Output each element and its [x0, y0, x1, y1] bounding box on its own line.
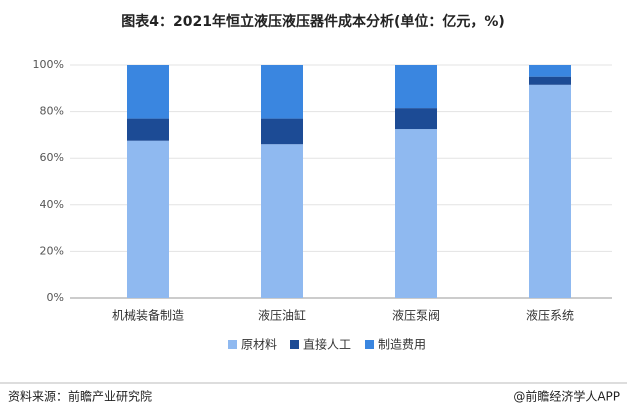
x-tick-label: 液压泵阀: [392, 308, 440, 323]
bar-segment: [395, 65, 437, 109]
x-tick-label: 液压系统: [526, 308, 574, 323]
bar-segment: [395, 108, 437, 130]
y-tick-label: 20%: [40, 244, 64, 257]
y-tick-label: 80%: [40, 105, 64, 118]
legend-label: 制造费用: [378, 338, 426, 352]
legend-swatch: [290, 340, 299, 349]
x-tick-label: 液压油缸: [258, 308, 306, 323]
legend-label: 原材料: [241, 338, 277, 352]
bar-segment: [529, 76, 571, 85]
bar-segment: [395, 129, 437, 298]
bar-segment: [261, 118, 303, 145]
legend-label: 直接人工: [303, 337, 351, 352]
x-tick-label: 机械装备制造: [112, 308, 184, 323]
bar-segment: [529, 65, 571, 77]
y-tick-label: 40%: [40, 198, 64, 211]
y-tick-label: 0%: [47, 291, 64, 304]
chart-title: 图表4：2021年恒立液压液压器件成本分析(单位：亿元，%): [121, 13, 505, 30]
bar-segment: [127, 140, 169, 298]
y-tick-label: 60%: [40, 151, 64, 164]
y-tick-label: 100%: [33, 58, 64, 71]
brand: @前瞻经济学人APP: [513, 389, 620, 404]
legend-swatch: [228, 340, 237, 349]
bar-segment: [529, 84, 571, 299]
bar-segment: [261, 65, 303, 119]
legend-swatch: [365, 340, 374, 349]
bar-segment: [261, 144, 303, 298]
bar-segment: [127, 118, 169, 141]
bar-segment: [127, 65, 169, 119]
source: 资料来源：前瞻产业研究院: [8, 389, 152, 404]
